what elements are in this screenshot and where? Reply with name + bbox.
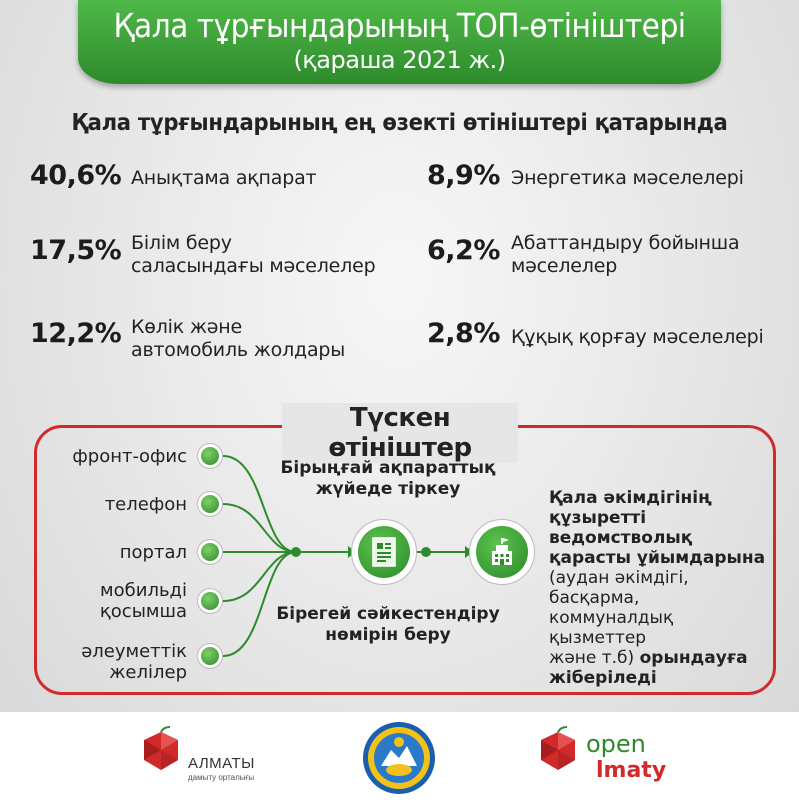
channel-dot bbox=[197, 539, 223, 565]
stat-label-1: Анықтама ақпарат bbox=[131, 167, 317, 190]
channel-label: желілер bbox=[109, 662, 187, 683]
stat-label-line: Білім беру bbox=[131, 232, 232, 254]
stat-label-line: Анықтама ақпарат bbox=[131, 167, 317, 189]
channel-front-office: фронт-офис bbox=[12, 446, 187, 467]
result-line: Қала әкімдігінің bbox=[549, 488, 712, 508]
channel-label: әлеуметтік bbox=[81, 641, 187, 662]
stat-label-line: Абаттандыру бойынша bbox=[511, 232, 740, 254]
open-logo-word: open bbox=[586, 730, 646, 758]
stat-percent-4: 8,9% bbox=[427, 160, 500, 191]
result-line: орындауға bbox=[639, 648, 748, 668]
stat-percent-5: 6,2% bbox=[427, 235, 500, 266]
channel-dot bbox=[197, 643, 223, 669]
register-line: жүйеде тіркеу bbox=[315, 479, 461, 499]
register-line: Бірыңғай ақпараттық bbox=[280, 458, 496, 478]
channel-dot bbox=[197, 491, 223, 517]
stat-percent-2: 17,5% bbox=[30, 235, 122, 266]
channel-portal: портал bbox=[12, 542, 187, 563]
footer: АЛМАТЫ дамыту орталығы open lmaty bbox=[0, 712, 799, 800]
flow-title: Түскен өтініштер bbox=[282, 403, 518, 463]
result-text: Қала әкімдігінің құзыретті ведомстволық … bbox=[549, 488, 774, 688]
channel-label: мобильді bbox=[100, 580, 187, 601]
result-line: коммуналдық қызметтер bbox=[549, 608, 674, 648]
header-banner: Қала тұрғындарының ТОП-өтініштері (қараш… bbox=[78, 0, 721, 84]
stat-label-3: Көлік және автомобиль жолдары bbox=[131, 316, 345, 362]
identifier-line: Бірегей сәйкестендіру bbox=[276, 604, 500, 624]
section-heading: Қала тұрғындарының ең өзекті өтініштері … bbox=[71, 110, 728, 136]
registration-hub bbox=[351, 519, 417, 585]
page-title: Қала тұрғындарының ТОП-өтініштері bbox=[113, 6, 686, 45]
result-line: жіберіледі bbox=[549, 668, 657, 688]
almaty-apple-logo bbox=[144, 726, 178, 770]
stat-label-line: Көлік және bbox=[131, 316, 242, 338]
stat-percent-1: 40,6% bbox=[30, 160, 122, 191]
identifier-line: нөмірін беру bbox=[325, 625, 451, 645]
destination-hub bbox=[469, 519, 535, 585]
open-almaty-apple-logo bbox=[541, 726, 575, 770]
stat-label-2: Білім беру саласындағы мәселелер bbox=[131, 232, 376, 278]
stat-label-line: саласындағы мәселелер bbox=[131, 255, 376, 277]
stat-label-5: Абаттандыру бойынша мәселелер bbox=[511, 232, 740, 278]
result-line: құзыретті ведомстволық bbox=[549, 508, 693, 548]
almaty-logo-subtitle: дамыту орталығы bbox=[188, 773, 255, 782]
channel-label: фронт-офис bbox=[72, 446, 187, 467]
channel-label: телефон bbox=[104, 494, 187, 515]
almaty-logo-name: АЛМАТЫ bbox=[188, 755, 255, 772]
page-subtitle: (қараша 2021 ж.) bbox=[293, 46, 506, 74]
stat-label-line: мәселелер bbox=[511, 255, 618, 277]
channel-social: әлеуметтік желілер bbox=[12, 641, 187, 683]
stat-label-6: Құқық қорғау мәселелері bbox=[511, 326, 764, 349]
channel-mobile-app: мобильді қосымша bbox=[12, 580, 187, 622]
channel-label: портал bbox=[119, 542, 187, 563]
stat-label-line: Энергетика мәселелері bbox=[511, 167, 744, 189]
channel-phone: телефон bbox=[12, 494, 187, 515]
building-icon bbox=[492, 538, 512, 565]
stat-percent-6: 2,8% bbox=[427, 318, 500, 349]
result-line: қарасты ұйымдарына bbox=[549, 548, 766, 568]
channel-dot bbox=[197, 588, 223, 614]
channel-label: қосымша bbox=[99, 601, 187, 622]
register-label: Бірыңғай ақпараттық жүйеде тіркеу bbox=[263, 458, 513, 500]
document-icon bbox=[372, 537, 396, 567]
result-line: және т.б) bbox=[549, 648, 635, 668]
stat-label-line: Құқық қорғау мәселелері bbox=[511, 326, 764, 348]
imaty-logo-word: lmaty bbox=[596, 758, 667, 783]
channel-dot bbox=[197, 443, 223, 469]
result-line: (аудан әкімдігі, басқарма, bbox=[549, 568, 689, 608]
stat-label-4: Энергетика мәселелері bbox=[511, 167, 744, 190]
stat-percent-3: 12,2% bbox=[30, 318, 122, 349]
identifier-label: Бірегей сәйкестендіру нөмірін беру bbox=[263, 604, 513, 646]
stat-label-line: автомобиль жолдары bbox=[131, 339, 346, 361]
city-emblem bbox=[363, 722, 435, 794]
